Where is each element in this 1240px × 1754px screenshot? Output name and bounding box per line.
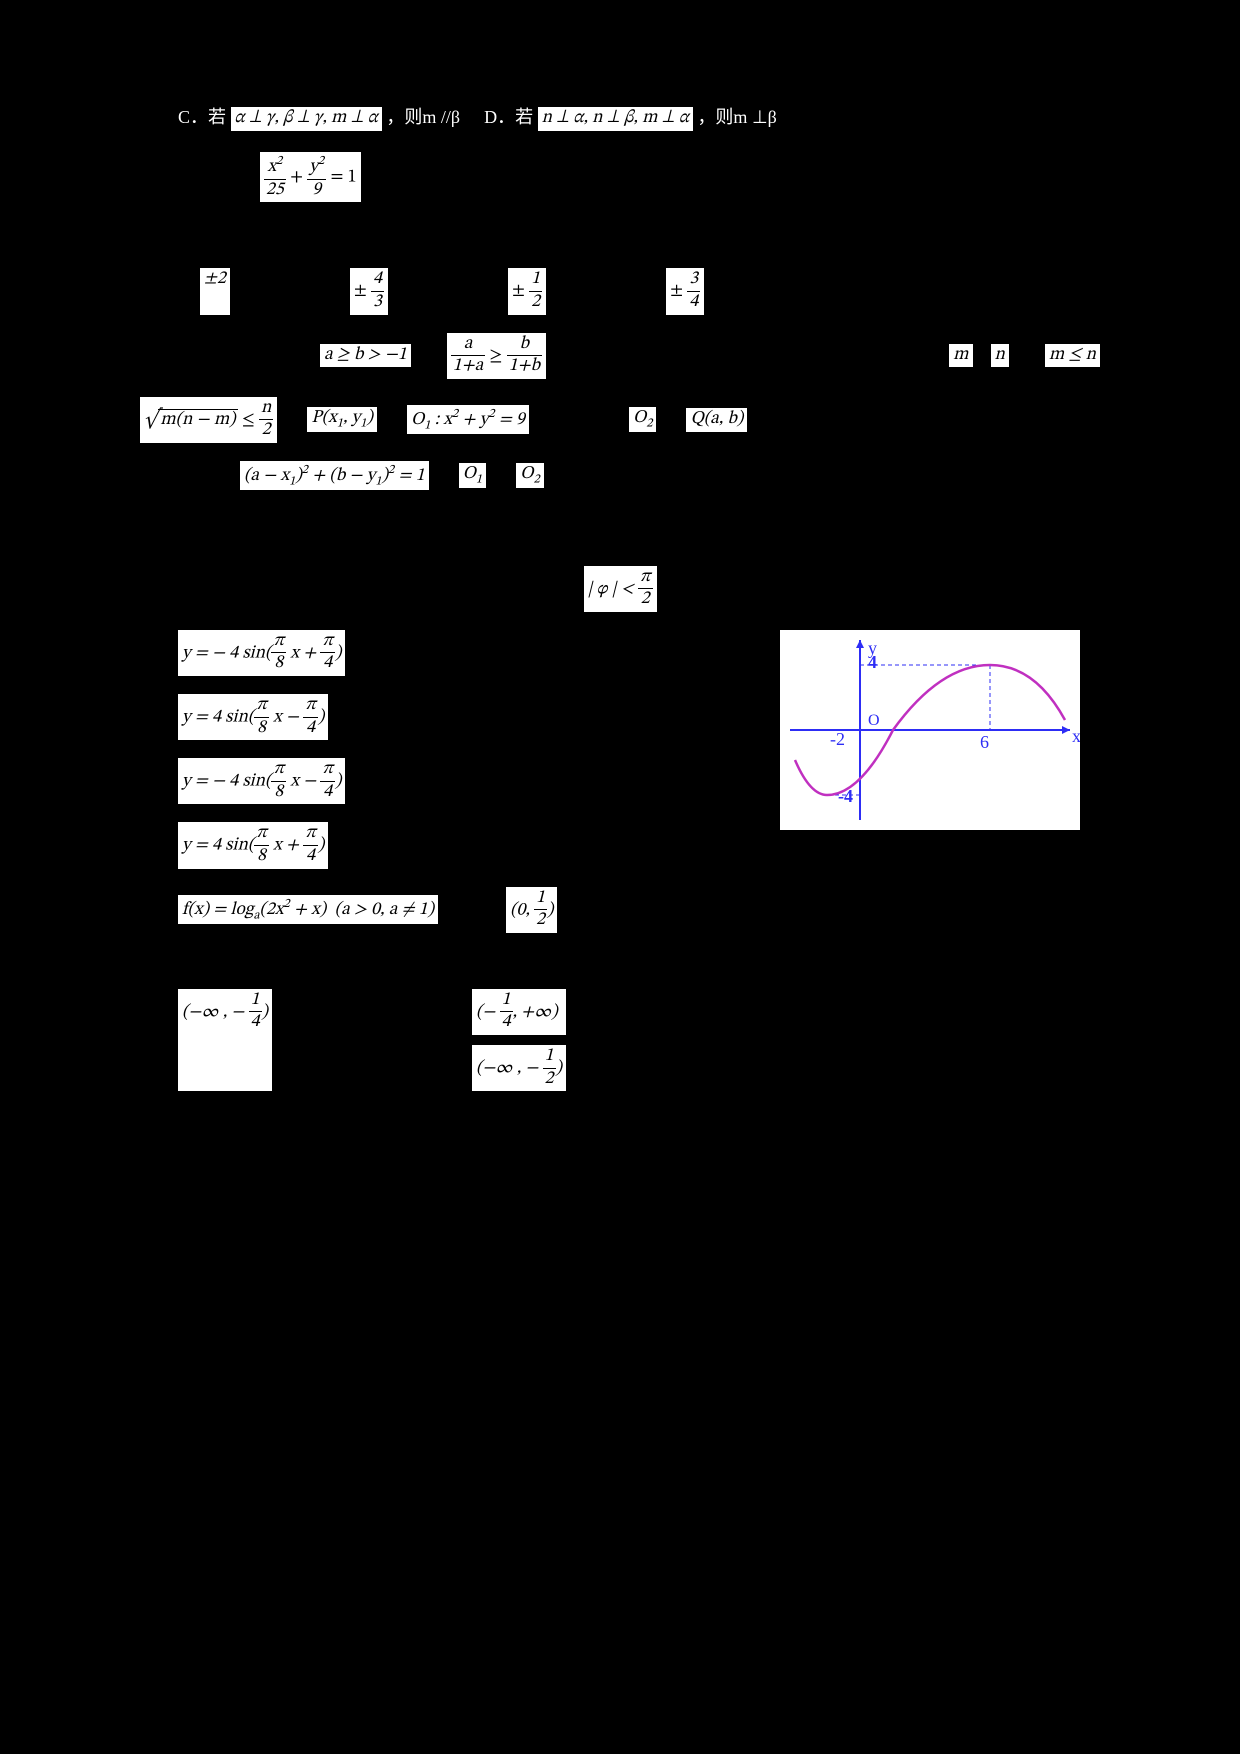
pm-d: ± 34 [666, 268, 704, 314]
graph-wrap: -2 O 6 x y 4 -4 [780, 630, 1100, 887]
pm-c: ± 12 [508, 268, 546, 314]
q9-int: (0, 12) [506, 887, 557, 933]
q9-fx: f(x) = loga(2x2 + x) (a > 0, a ≠ 1) [178, 895, 438, 924]
svg-text:O: O [868, 712, 880, 729]
inline-row-2: √m(n − m) ≤ n2 P(x1, y1) O1 : x2 + y2 = … [140, 397, 1100, 443]
q8-D: y = 4 sin(π8 x + π4) [178, 822, 328, 868]
q8-body: y = − 4 sin(π8 x + π4) y = 4 sin(π8 x − … [140, 630, 1100, 887]
q8-B: y = 4 sin(π8 x − π4) [178, 694, 328, 740]
q9-right-col: (− 14, +∞) (−∞ , − 12) [472, 989, 566, 1091]
spacer-2 [140, 508, 1100, 548]
q5-ellipse: x225 + y29 = 1 [260, 152, 361, 202]
q4-opt-d: D．若 n ⊥ α, n ⊥ β, m ⊥ α ，则m ⊥β [484, 100, 777, 134]
label-c: C．若 [178, 107, 226, 127]
spacer-3 [140, 951, 1100, 971]
q4-c-tail: ，则m //β [386, 107, 460, 127]
page: C．若 α ⊥ γ, β ⊥ γ, m ⊥ α ，则m //β D．若 n ⊥ … [0, 0, 1240, 1754]
m-O1: O1 : x2 + y2 = 9 [407, 405, 529, 434]
m-O2s2: O2 [516, 463, 544, 488]
pm-b: ± 43 [350, 268, 388, 314]
svg-text:4: 4 [868, 652, 877, 672]
spacer-1 [140, 220, 1100, 250]
q4-c-math: α ⊥ γ, β ⊥ γ, m ⊥ α [231, 107, 382, 131]
q4-d-math: n ⊥ α, n ⊥ β, m ⊥ α [538, 107, 693, 131]
m-ab: a ≥ b > −1 [320, 344, 411, 368]
svg-text:6: 6 [980, 732, 989, 752]
m-sqrt: √m(n − m) ≤ n2 [140, 397, 277, 443]
q9-B: (− 14, +∞) [472, 989, 566, 1035]
q4-opt-c: C．若 α ⊥ γ, β ⊥ γ, m ⊥ α ，则m //β [178, 100, 460, 134]
q8-A: y = − 4 sin(π8 x + π4) [178, 630, 345, 676]
q9-line: f(x) = loga(2x2 + x) (a > 0, a ≠ 1) (0, … [140, 887, 1100, 933]
inline-row-1: a ≥ b > −1 a1+a ≥ b1+b m n m ≤ n [140, 333, 1100, 379]
svg-text:x: x [1072, 726, 1080, 746]
q9-opts: (−∞ , − 14) (− 14, +∞) (−∞ , − 12) [140, 989, 1100, 1091]
m-O2s: O2 [629, 407, 657, 432]
m-P: P(x1, y1) [307, 407, 377, 432]
m-circ-eq: (a − x1)2 + (b − y1)2 = 1 [240, 461, 429, 490]
q4-d-tail: ，则m ⊥β [697, 107, 776, 127]
q5-eq-line: x225 + y29 = 1 [140, 152, 1100, 202]
q9-D: (−∞ , − 12) [472, 1045, 566, 1091]
label-d: D．若 [484, 107, 533, 127]
q9-A: (−∞ , − 14) [178, 989, 272, 1091]
q8-opts: y = − 4 sin(π8 x + π4) y = 4 sin(π8 x − … [140, 630, 780, 887]
m-O1s: O1 [459, 463, 487, 488]
sine-graph: -2 O 6 x y 4 -4 [780, 630, 1080, 830]
m-mn: m ≤ n [1045, 344, 1100, 368]
pm-opts: ±2 ± 43 ± 12 ± 34 [140, 268, 1100, 314]
q8-phi-row: | φ | < π2 [140, 566, 1100, 612]
m-n: n [991, 344, 1009, 368]
q8-C: y = − 4 sin(π8 x − π4) [178, 758, 345, 804]
q4-opts: C．若 α ⊥ γ, β ⊥ γ, m ⊥ α ，则m //β D．若 n ⊥ … [140, 100, 1100, 134]
m-frac-ineq: a1+a ≥ b1+b [447, 333, 546, 379]
q8-phi: | φ | < π2 [584, 566, 657, 612]
pm-a: ±2 [200, 268, 230, 314]
m-Q: Q(a, b) [686, 408, 747, 432]
svg-text:-2: -2 [830, 729, 845, 749]
m-m: m [949, 344, 972, 368]
inline-row-3: (a − x1)2 + (b − y1)2 = 1 O1 O2 [140, 461, 1100, 490]
